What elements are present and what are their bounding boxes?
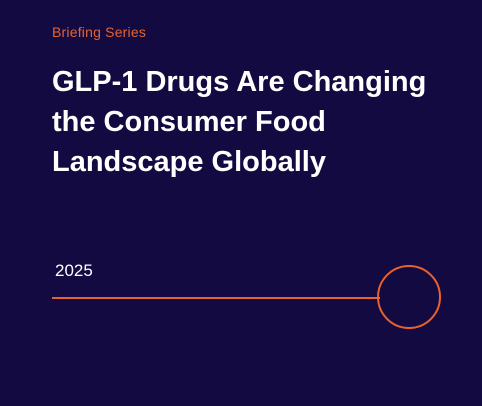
title-line: Landscape Globally [52,146,326,178]
series-label: Briefing Series [52,24,147,40]
title-line: the Consumer Food [52,106,326,138]
title-line: GLP-1 Drugs Are Changing [52,66,427,98]
publication-year: 2025 [55,261,93,280]
report-title: GLP-1 Drugs Are Changing the Consumer Fo… [52,62,452,182]
accent-divider-line [52,297,380,299]
accent-circle [377,265,441,329]
